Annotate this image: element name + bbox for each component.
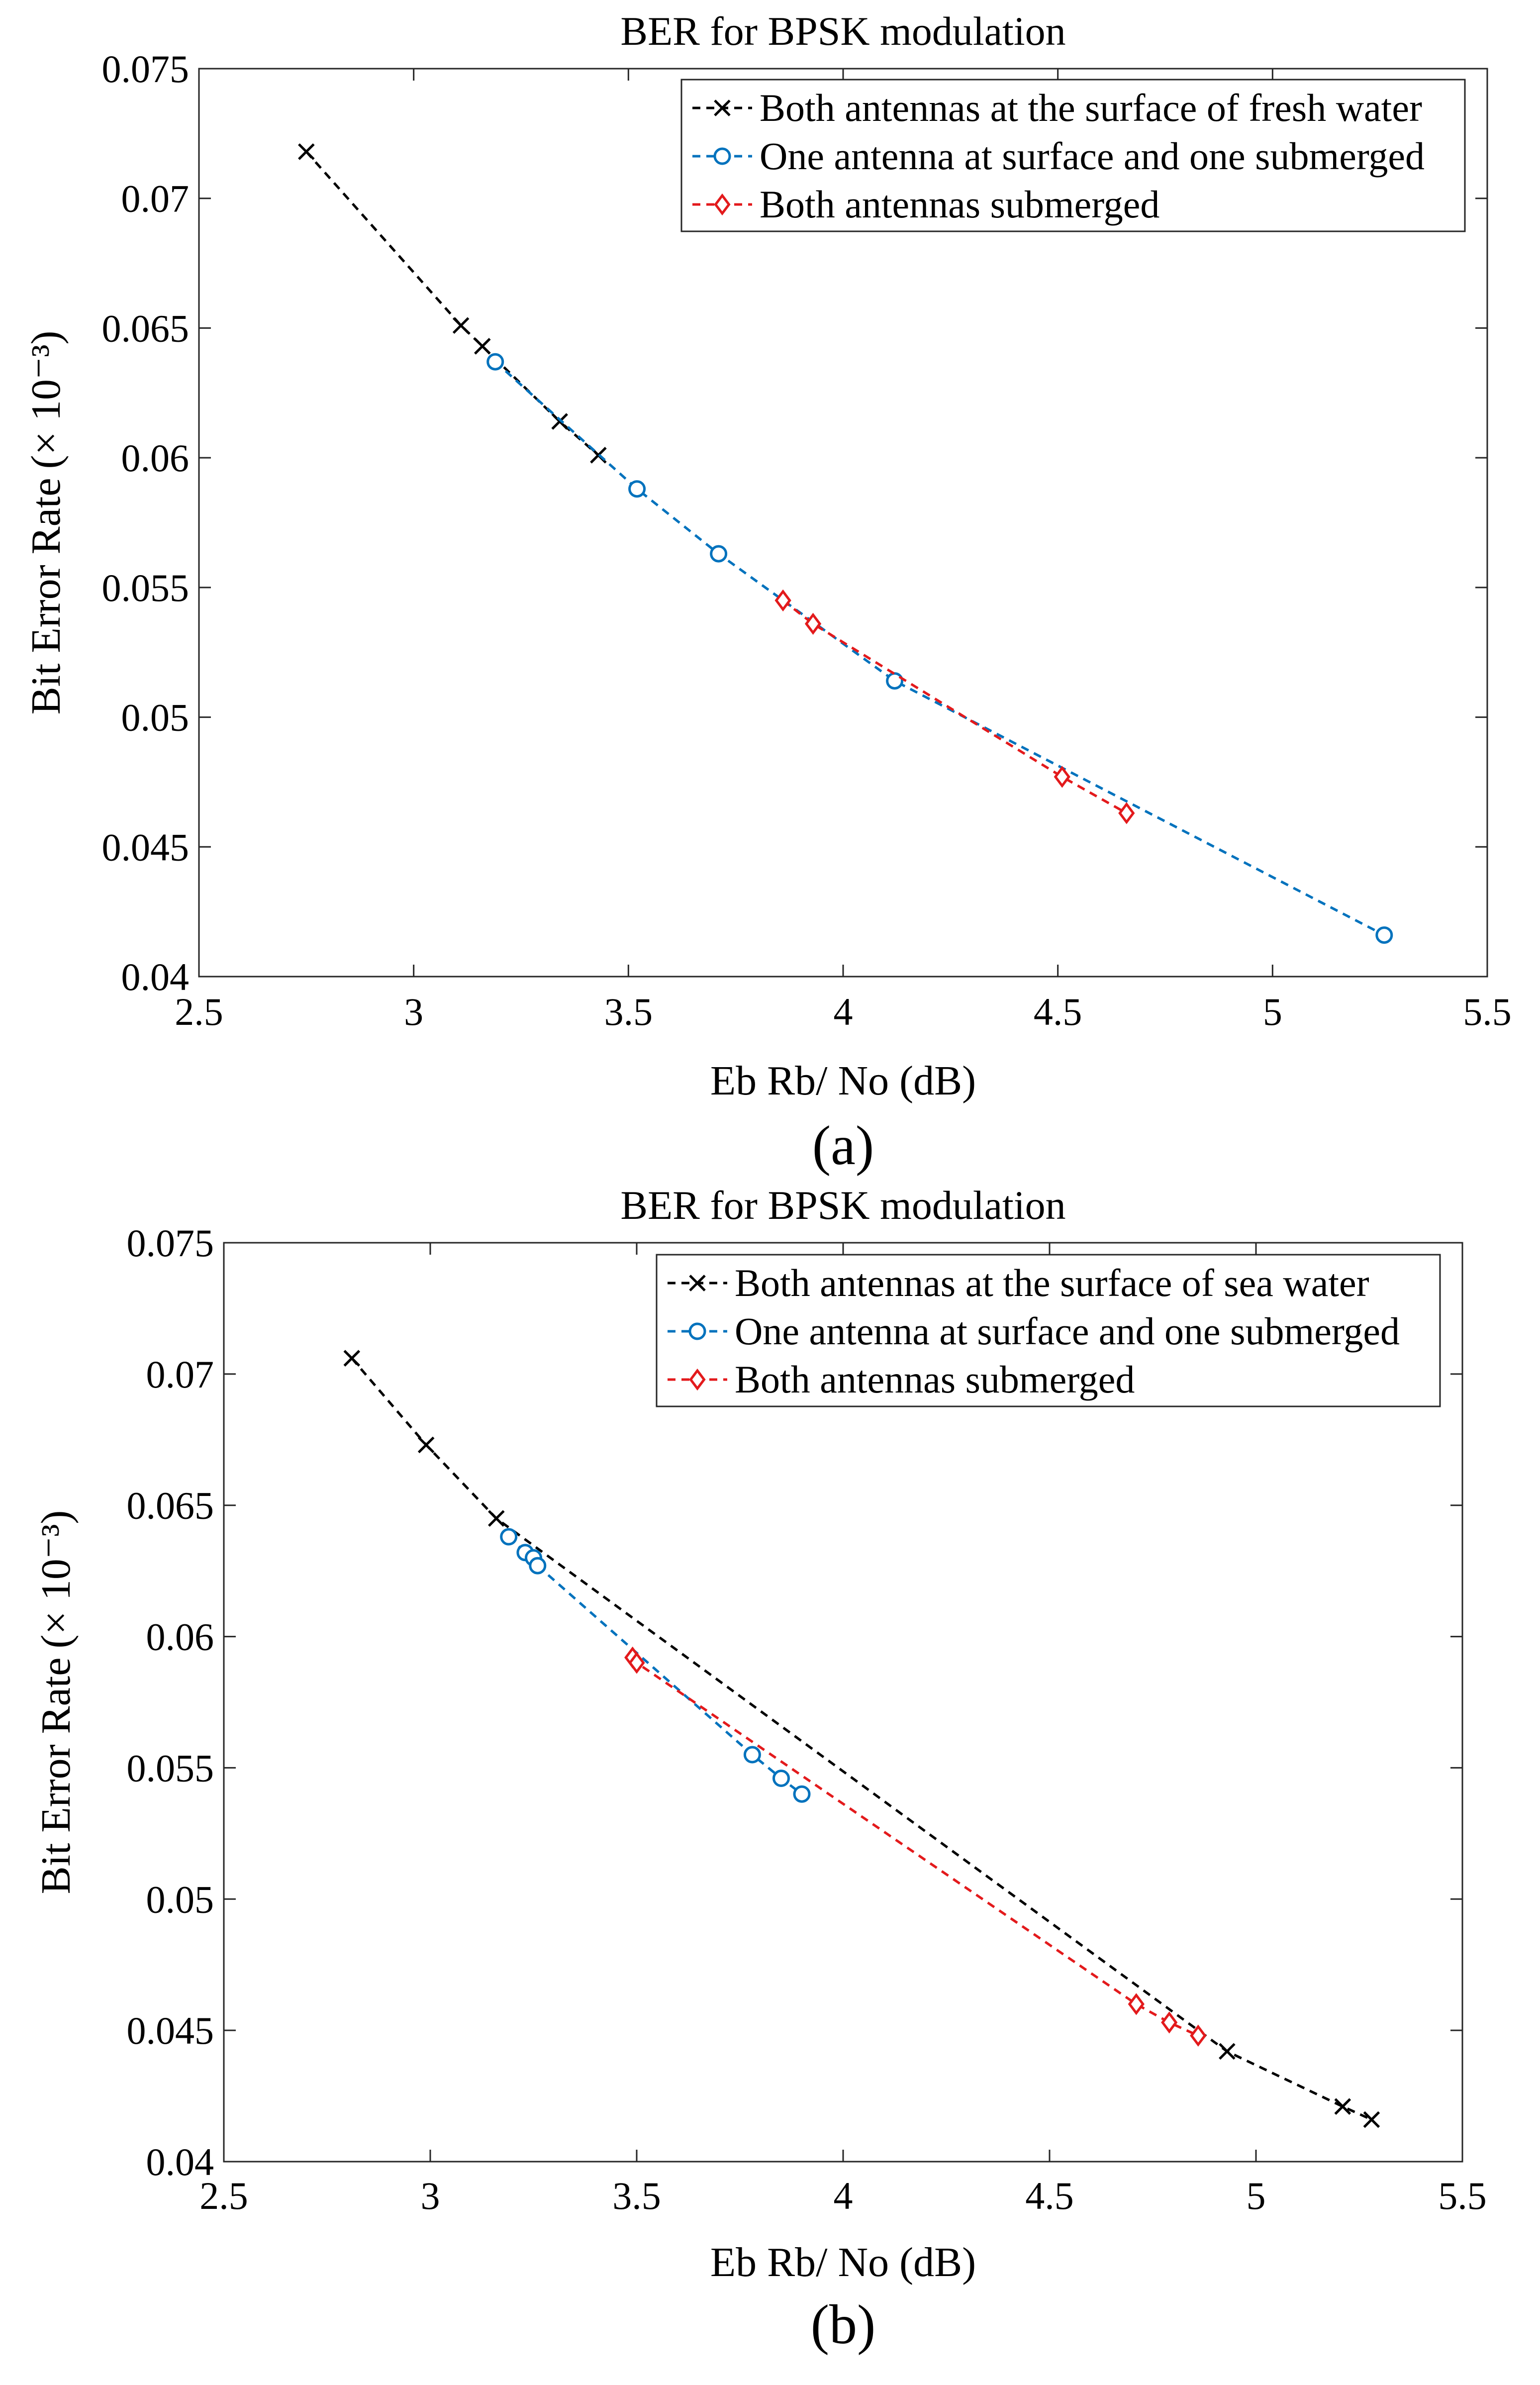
legend-marker-3 — [714, 193, 731, 216]
series-line-3 — [631, 1657, 1199, 2037]
legend-marker-2 — [688, 1322, 706, 1340]
legend-box — [680, 79, 1466, 232]
x-axis-label: Eb Rb/ No (dB) — [710, 2239, 976, 2286]
chart-title: BER for BPSK modulation — [620, 8, 1065, 54]
data-point-series-2 — [710, 545, 728, 563]
data-point-series-3 — [1128, 1993, 1145, 2015]
legend: Both antennas at the surface of fresh wa… — [680, 79, 1466, 232]
y-tick-label: 0.045 — [127, 2009, 214, 2052]
data-point-series-1 — [1334, 2098, 1351, 2115]
series-line-2 — [494, 361, 1385, 936]
y-axis-label: Bit Error Rate (× 10⁻³) — [33, 1510, 79, 1894]
legend-marker-1 — [714, 99, 731, 116]
series-line-1 — [305, 151, 599, 456]
data-point-series-3 — [804, 612, 822, 635]
data-point-series-2 — [743, 1746, 761, 1764]
y-tick-label: 0.075 — [127, 1221, 214, 1265]
y-tick-label: 0.05 — [146, 1878, 214, 1921]
legend-label-2: One antenna at surface and one submerged — [760, 134, 1425, 178]
data-point-series-2 — [886, 672, 904, 690]
y-tick-label: 0.04 — [146, 2140, 214, 2184]
legend-label-1: Both antennas at the surface of sea wate… — [735, 1261, 1369, 1304]
y-tick-label: 0.055 — [102, 566, 190, 609]
data-point-series-2 — [529, 1557, 547, 1575]
y-tick-label: 0.055 — [127, 1746, 214, 1789]
data-point-series-2 — [793, 1785, 811, 1803]
data-point-series-3 — [774, 589, 791, 612]
y-axis-label: Bit Error Rate (× 10⁻³) — [23, 331, 69, 715]
legend-marker-2 — [713, 147, 731, 165]
x-tick-label: 3 — [421, 2174, 440, 2217]
x-axis-label: Eb Rb/ No (dB) — [710, 1058, 976, 1104]
x-tick-label: 4.5 — [1034, 990, 1082, 1033]
x-tick-label: 5 — [1247, 2174, 1266, 2217]
y-tick-label: 0.05 — [121, 696, 190, 739]
x-tick-label: 5.5 — [1438, 2174, 1487, 2217]
y-axis-unit: (× 10⁻³) — [33, 1510, 79, 1649]
x-tick-label: 3 — [404, 990, 423, 1033]
x-tick-label: 4 — [834, 2174, 853, 2217]
data-point-series-1 — [488, 1510, 505, 1527]
chart-title: BER for BPSK modulation — [620, 1183, 1065, 1228]
legend-label-3: Both antennas submerged — [735, 1358, 1135, 1401]
y-tick-label: 0.04 — [121, 955, 190, 998]
data-point-series-2 — [500, 1528, 518, 1546]
panel-label: (b) — [811, 2294, 876, 2356]
y-tick-label: 0.045 — [102, 825, 190, 869]
x-tick-label: 4.5 — [1025, 2174, 1074, 2217]
x-tick-label: 2.5 — [175, 990, 223, 1033]
legend-box — [656, 1254, 1441, 1407]
data-point-series-2 — [772, 1770, 790, 1788]
y-tick-label: 0.07 — [146, 1353, 214, 1396]
data-point-series-1 — [551, 413, 568, 430]
chart-panel-a: 2.5 3 3.5 4 4.5 5 5.5 0.04 0.045 0.05 0.055 0.06 0.0… — [23, 8, 1512, 1177]
x-tick-label: 5 — [1263, 990, 1282, 1033]
y-tick-label: 0.06 — [146, 1615, 214, 1659]
x-tick-label: 3.5 — [612, 2174, 661, 2217]
x-tick-label: 5.5 — [1463, 990, 1512, 1033]
legend-label-3: Both antennas submerged — [760, 183, 1159, 226]
chart-panel-b: 2.5 3 3.5 4 4.5 5 5.5 0.04 0.045 0.05 0.055 0.06 0.0… — [33, 1183, 1487, 2356]
data-point-series-3 — [1054, 766, 1070, 788]
data-point-series-1 — [417, 1436, 435, 1454]
x-tick-label: 4 — [834, 990, 853, 1033]
data-point-series-1 — [343, 1350, 361, 1367]
y-tick-label: 0.07 — [121, 177, 190, 220]
data-point-series-2 — [486, 353, 504, 371]
data-point-series-1 — [298, 143, 315, 160]
legend-label-1: Both antennas at the surface of fresh wa… — [760, 86, 1422, 129]
x-tick-label: 3.5 — [604, 990, 653, 1033]
y-axis-label-text: Bit Error Rate — [33, 1657, 79, 1894]
data-point-series-1 — [474, 338, 491, 355]
y-tick-label: 0.065 — [127, 1484, 214, 1527]
legend-marker-3 — [689, 1368, 706, 1391]
y-tick-label: 0.075 — [102, 47, 190, 91]
data-point-series-3 — [1161, 2011, 1178, 2034]
data-point-series-3 — [1118, 802, 1135, 824]
data-point-series-1 — [452, 317, 470, 334]
data-point-series-2 — [628, 480, 646, 498]
data-point-series-3 — [1190, 2024, 1207, 2047]
data-point-series-1 — [1363, 2111, 1380, 2128]
data-point-series-3 — [628, 1652, 645, 1674]
legend-label-2: One antenna at surface and one submerged — [735, 1309, 1400, 1353]
legend: Both antennas at the surface of sea wate… — [656, 1254, 1441, 1407]
y-axis-unit: (× 10⁻³) — [23, 331, 69, 469]
x-tick-label: 2.5 — [199, 2174, 248, 2217]
y-axis-label-text: Bit Error Rate — [23, 478, 69, 714]
series-line-1 — [351, 1357, 1372, 2121]
y-tick-label: 0.065 — [102, 306, 190, 350]
data-point-series-1 — [1219, 2043, 1236, 2060]
legend-marker-1 — [689, 1275, 706, 1292]
data-point-series-2 — [1375, 926, 1393, 944]
panel-label: (a) — [812, 1115, 874, 1177]
y-tick-label: 0.06 — [121, 436, 190, 480]
series-line-3 — [782, 599, 1128, 814]
